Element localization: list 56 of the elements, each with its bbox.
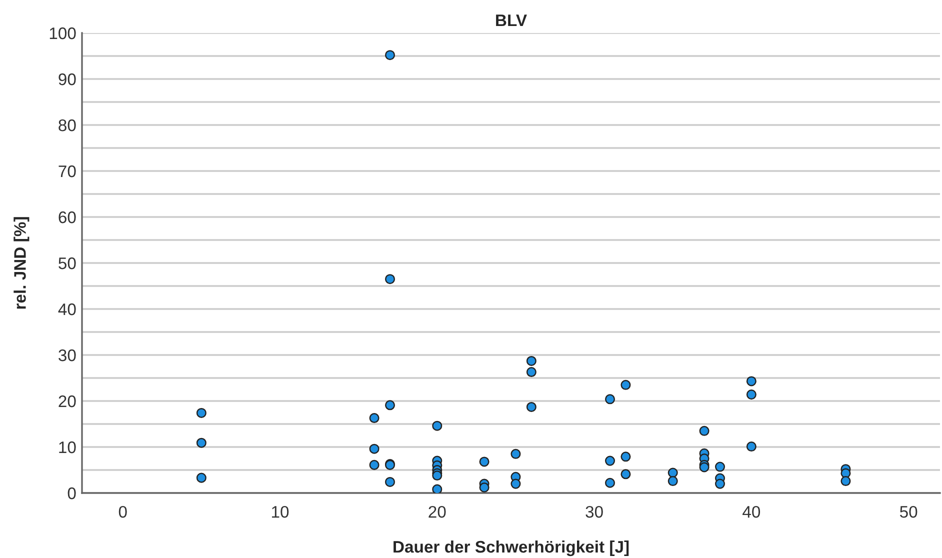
y-tick-label: 80: [58, 119, 76, 132]
y-axis-title: rel. JND [%]: [14, 217, 30, 309]
point: [432, 420, 442, 431]
point: [369, 444, 380, 454]
point: [699, 426, 710, 436]
point: [196, 472, 206, 483]
y-tick-label: 20: [58, 395, 76, 408]
point: [746, 376, 756, 386]
y-tick-label: 50: [58, 257, 76, 270]
point: [604, 456, 616, 466]
point: [526, 356, 536, 366]
point: [620, 452, 631, 462]
y-tick-label: 40: [58, 303, 76, 316]
x-tick-label: 20: [428, 506, 446, 518]
x-tick-label: 0: [118, 506, 127, 518]
point: [668, 468, 678, 478]
point: [699, 462, 710, 472]
point: [384, 400, 396, 410]
point: [668, 476, 678, 486]
point: [384, 274, 396, 284]
point: [840, 476, 851, 486]
point: [746, 390, 756, 400]
y-tick-label: 70: [58, 165, 76, 178]
y-tick-label: 30: [58, 349, 76, 362]
point: [620, 380, 631, 390]
point: [384, 476, 396, 487]
point: [510, 448, 521, 459]
y-tick-label: 60: [58, 211, 76, 224]
x-axis-title: Dauer der Schwerhörigkeit [J]: [394, 540, 629, 556]
point: [714, 478, 726, 489]
y-tick-label: 100: [50, 27, 76, 40]
y-tick-label: 0: [68, 487, 76, 500]
point: [526, 367, 536, 378]
point: [196, 408, 206, 418]
x-tick-label: 40: [742, 506, 760, 518]
point: [384, 50, 396, 60]
point: [526, 402, 536, 412]
x-tick-label: 50: [900, 506, 918, 518]
point: [604, 478, 616, 488]
point: [746, 442, 756, 452]
point: [369, 413, 380, 424]
point: [196, 438, 206, 448]
point: [432, 484, 442, 493]
point: [714, 462, 726, 472]
x-tick-label: 30: [586, 506, 603, 518]
point: [620, 469, 631, 480]
point: [479, 482, 490, 492]
point: [510, 478, 521, 489]
y-tick-label: 10: [59, 441, 76, 454]
chart-title: BLV: [496, 14, 527, 26]
x-tick-label: 10: [272, 506, 289, 518]
y-tick-label: 90: [58, 73, 76, 86]
point: [369, 460, 380, 470]
point: [479, 456, 490, 467]
point: [604, 394, 616, 404]
point: [432, 470, 442, 481]
